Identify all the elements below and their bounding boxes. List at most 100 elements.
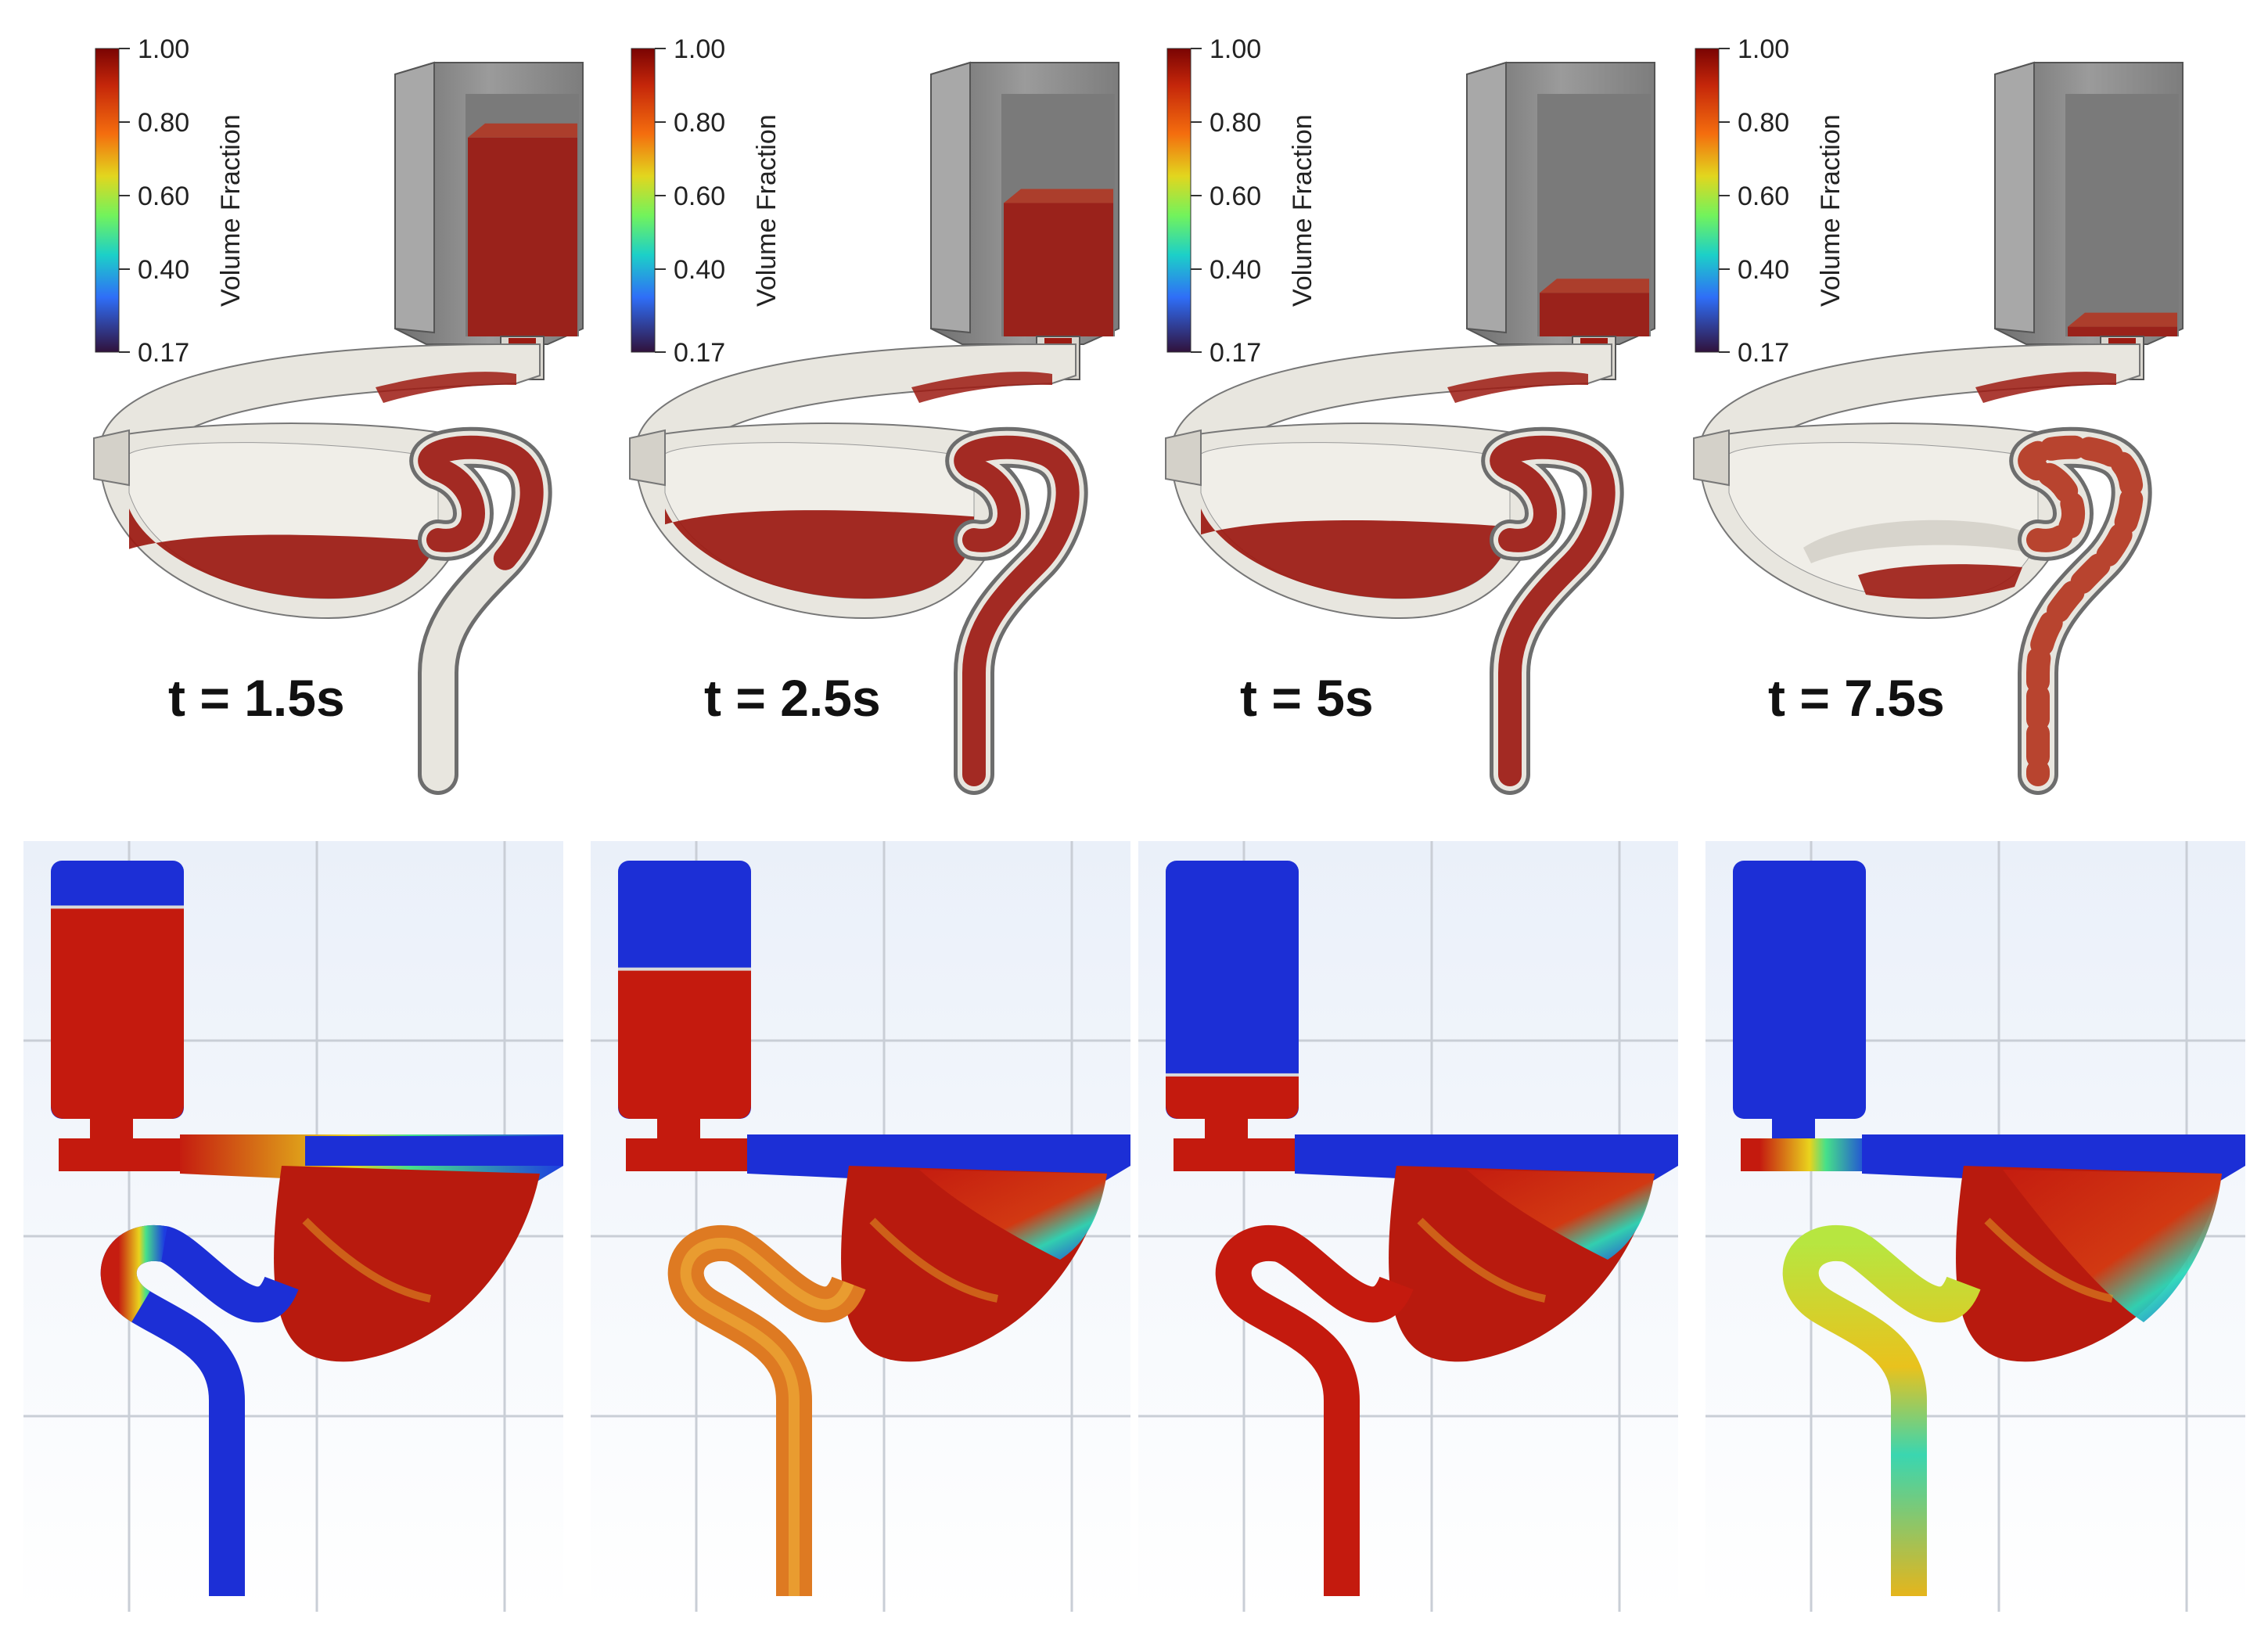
bowl-water xyxy=(1858,564,2022,599)
colorbar-tick-label: 0.80 xyxy=(1209,108,1261,138)
colorbar-title: Volume Fraction xyxy=(216,114,246,307)
colorbar-tick-label: 0.17 xyxy=(1738,338,1789,368)
colorbar-tick-label: 0.60 xyxy=(674,182,725,211)
trap-water xyxy=(2018,435,2144,786)
colorbar: 1.00 0.80 0.60 0.40 0.17 Volume Fraction xyxy=(95,34,246,368)
trap-pipe xyxy=(2009,426,2152,795)
colorbar-tick-label: 1.00 xyxy=(1738,34,1789,64)
render-panel-1: 1.00 0.80 0.60 0.40 0.17 Volume Fraction t = 1… xyxy=(93,34,584,795)
slice-bowl-air xyxy=(2003,1170,2222,1322)
rim-channel xyxy=(636,343,1076,463)
slice-rim-air xyxy=(305,1136,563,1166)
slice-panel-4 xyxy=(1705,841,2245,1612)
slice-bowl-streak xyxy=(302,1217,431,1303)
slice-tank-air xyxy=(1166,861,1299,1119)
bowl-water xyxy=(1201,509,1510,599)
trap-water xyxy=(1490,435,1616,786)
colorbar-gradient xyxy=(95,48,120,353)
slice-arm-mix xyxy=(1760,1138,1870,1171)
tank-water-surface xyxy=(1004,189,1113,203)
tank-water xyxy=(468,137,577,336)
rim-water xyxy=(911,372,1052,403)
bowl-lip xyxy=(1165,429,1202,487)
rim-channel xyxy=(1172,343,1612,463)
cistern-tank xyxy=(1994,61,2184,380)
tank-interior xyxy=(2065,94,2179,336)
slice-panel-1 xyxy=(23,841,563,1612)
colorbar-tick-label: 1.00 xyxy=(674,34,725,64)
colorbar-title: Volume Fraction xyxy=(1816,114,1846,307)
colorbar-gradient xyxy=(1695,48,1720,353)
trap-pipe xyxy=(409,426,552,795)
rim-water xyxy=(1447,372,1588,403)
slice-tank-air xyxy=(1733,861,1866,1119)
colorbar-title: Volume Fraction xyxy=(752,114,782,307)
colorbar-tick-label: 0.17 xyxy=(138,338,189,368)
colorbar-tick-label: 0.40 xyxy=(674,255,725,285)
rim-water xyxy=(1975,372,2116,403)
tank-side-wall xyxy=(1466,61,1507,334)
slice-bowl-streak xyxy=(1984,1217,2113,1303)
bowl-water xyxy=(665,509,974,599)
cistern-tank xyxy=(394,61,584,380)
tank-side-wall xyxy=(930,61,971,334)
colorbar-tick-label: 0.17 xyxy=(674,338,725,368)
slice-trap-mix xyxy=(100,1224,167,1322)
slice-tank-water xyxy=(51,907,184,1119)
colorbar-tick-label: 0.60 xyxy=(138,182,189,211)
tank-side-wall xyxy=(1994,61,2035,334)
slice-bowl-streak xyxy=(1417,1217,1546,1303)
bowl-water xyxy=(129,509,438,599)
colorbar-tick-label: 0.17 xyxy=(1209,338,1261,368)
slice-trap xyxy=(1215,1224,1414,1596)
colorbar: 1.00 0.80 0.60 0.40 0.17 Volume Fraction xyxy=(631,34,782,368)
slice-tank-water xyxy=(1166,1074,1299,1119)
slice-bowl-air xyxy=(919,1170,1107,1260)
bowl-lip xyxy=(93,429,130,487)
tank-water xyxy=(1004,203,1113,336)
toilet-bowl xyxy=(1165,343,1612,620)
colorbar: 1.00 0.80 0.60 0.40 0.17 Volume Fraction xyxy=(1166,34,1317,368)
tank-side-wall xyxy=(394,61,435,334)
colorbar-tick-label: 0.60 xyxy=(1738,182,1789,211)
rim-channel xyxy=(1700,343,2140,463)
time-label: t = 2.5s xyxy=(704,669,881,727)
slice-bowl-air xyxy=(1467,1170,1655,1260)
time-label: t = 7.5s xyxy=(1768,669,1945,727)
cistern-tank xyxy=(930,61,1120,380)
time-label: t = 5s xyxy=(1240,669,1374,727)
slice-panel-2 xyxy=(591,841,1130,1612)
bowl-lip xyxy=(629,429,666,487)
colorbar-tick-label: 0.80 xyxy=(138,108,189,138)
toilet-bowl xyxy=(629,343,1076,620)
colorbar-tick-label: 0.40 xyxy=(1738,255,1789,285)
colorbar-tick-label: 0.40 xyxy=(138,255,189,285)
slice-panel-3 xyxy=(1138,841,1678,1612)
render-panel-3: 1.00 0.80 0.60 0.40 0.17 Volume Fraction t = 5… xyxy=(1165,34,1655,795)
slice-tank-water xyxy=(618,969,751,1119)
tank-water-surface xyxy=(2068,312,2177,327)
tank-water-surface xyxy=(468,123,577,138)
time-label: t = 1.5s xyxy=(168,669,345,727)
trap-water xyxy=(954,435,1080,786)
colorbar: 1.00 0.80 0.60 0.40 0.17 Volume Fraction xyxy=(1695,34,1846,368)
tank-water xyxy=(1540,293,1649,336)
colorbar-title: Volume Fraction xyxy=(1288,114,1317,307)
colorbar-tick-label: 0.80 xyxy=(674,108,725,138)
tank-water xyxy=(2068,326,2177,336)
toilet-bowl xyxy=(93,343,541,620)
rim-water xyxy=(376,372,516,403)
colorbar-gradient xyxy=(631,48,656,353)
bowl-lip xyxy=(1693,429,1730,487)
render-panel-2: 1.00 0.80 0.60 0.40 0.17 Volume Fraction t = 2… xyxy=(629,34,1120,795)
colorbar-tick-label: 0.80 xyxy=(1738,108,1789,138)
rim-channel xyxy=(100,343,541,463)
render-panel-4: 1.00 0.80 0.60 0.40 0.17 Volume Fraction t = 7… xyxy=(1693,34,2184,795)
colorbar-gradient xyxy=(1166,48,1192,353)
tank-water-surface xyxy=(1540,279,1649,293)
slice-bowl-streak xyxy=(869,1217,998,1303)
slice-bowl xyxy=(274,1166,540,1362)
trap-pipe xyxy=(945,426,1088,795)
colorbar-tick-label: 1.00 xyxy=(138,34,189,64)
